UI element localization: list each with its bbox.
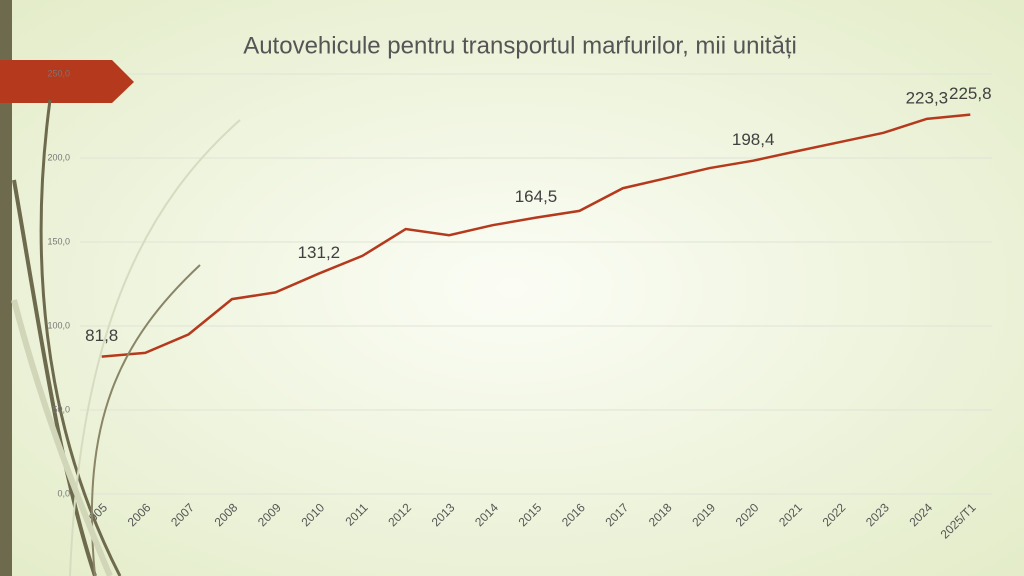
y-tick-label: 100,0 bbox=[47, 320, 70, 330]
decor-curve bbox=[39, 99, 122, 576]
data-label: 225,8 bbox=[949, 84, 992, 103]
data-label: 164,5 bbox=[515, 187, 558, 206]
chart-title: Autovehicule pentru transportul marfuril… bbox=[243, 32, 797, 59]
y-tick-label: 0,0 bbox=[57, 488, 70, 498]
arrow-shape bbox=[0, 60, 134, 103]
decor-curve bbox=[69, 119, 241, 576]
decor-curve bbox=[11, 299, 113, 576]
data-label: 81,8 bbox=[85, 326, 118, 345]
side-bar bbox=[0, 0, 12, 576]
line bbox=[101, 113, 971, 358]
data-label: 131,2 bbox=[298, 243, 341, 262]
decor-curve bbox=[90, 264, 201, 576]
y-tick-label: 250,0 bbox=[47, 68, 70, 78]
data-label: 223,3 bbox=[906, 88, 949, 107]
y-tick-label: 50,0 bbox=[52, 404, 70, 414]
y-tick-label: 150,0 bbox=[47, 236, 70, 246]
data-label: 198,4 bbox=[732, 130, 775, 149]
decor-curve bbox=[12, 179, 97, 576]
y-tick-label: 200,0 bbox=[47, 152, 70, 162]
